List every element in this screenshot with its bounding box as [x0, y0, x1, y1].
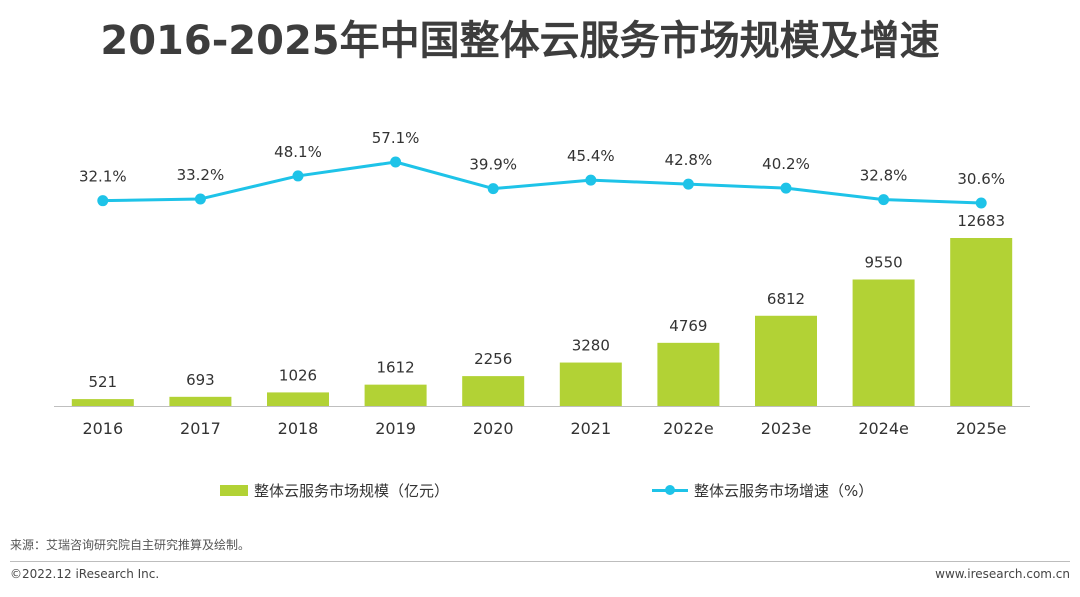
- bar-2025e: [950, 238, 1013, 406]
- bar-2017: [169, 396, 232, 406]
- x-tick-label-2025e: 2025e: [956, 419, 1007, 438]
- x-tick-label-2024e: 2024e: [858, 419, 909, 438]
- bar-2024e: [852, 279, 915, 406]
- x-tick-label-2022e: 2022e: [663, 419, 714, 438]
- source-note: 来源：艾瑞咨询研究院自主研究推算及绘制。: [10, 538, 251, 552]
- legend-bar-swatch: [220, 484, 248, 496]
- bar-value-label-2017: 693: [186, 371, 215, 389]
- chart-canvas: 521 2016 693 2017 1026 2018 1612 2019 2256 2020 32…: [54, 129, 1030, 438]
- bar-2021: [559, 362, 622, 406]
- x-tick-label-2017: 2017: [180, 419, 221, 438]
- growth-rate-label-2022e: 42.8%: [665, 151, 713, 169]
- copyright: ©2022.12 iResearch Inc.: [10, 567, 160, 581]
- legend-item-market-size: 整体云服务市场规模（亿元）: [220, 478, 449, 502]
- bar-value-label-2018: 1026: [279, 366, 317, 384]
- x-tick-label-2016: 2016: [82, 419, 123, 438]
- bar-value-label-2025e: 12683: [957, 212, 1005, 230]
- growth-rate-label-2025e: 30.6%: [957, 170, 1005, 188]
- bar-value-label-2019: 1612: [377, 359, 415, 377]
- growth-rate-label-2024e: 32.8%: [860, 167, 908, 185]
- bar-2019: [364, 384, 427, 406]
- bar-2022e: [657, 342, 720, 406]
- website-url: www.iresearch.com.cn: [935, 567, 1070, 581]
- growth-rate-label-2023e: 40.2%: [762, 155, 810, 173]
- x-tick-label-2018: 2018: [278, 419, 319, 438]
- x-tick-label-2019: 2019: [375, 419, 416, 438]
- bar-value-label-2024e: 9550: [865, 253, 903, 271]
- growth-rate-point-2016: [97, 195, 109, 207]
- bar-2020: [462, 376, 525, 406]
- growth-rate-point-2024e: [878, 194, 890, 206]
- footer-divider: [10, 561, 1070, 562]
- bar-value-label-2023e: 6812: [767, 290, 805, 308]
- bar-value-label-2022e: 4769: [669, 317, 707, 335]
- bar-value-label-2016: 521: [88, 373, 117, 391]
- growth-rate-point-2023e: [780, 182, 792, 194]
- growth-rate-point-2017: [194, 193, 206, 205]
- bar-value-label-2020: 2256: [474, 350, 512, 368]
- growth-rate-point-2025e: [975, 197, 987, 209]
- growth-rate-label-2020: 39.9%: [469, 156, 517, 174]
- bar-2016: [71, 399, 134, 406]
- x-tick-label-2020: 2020: [473, 419, 514, 438]
- growth-rate-point-2022e: [682, 178, 694, 190]
- x-tick-label-2021: 2021: [570, 419, 611, 438]
- growth-rate-label-2019: 57.1%: [372, 129, 420, 147]
- bar-2018: [267, 392, 329, 406]
- legend-bar-label: 整体云服务市场规模（亿元）: [254, 481, 450, 500]
- chart-title: 2016-2025年中国整体云服务市场规模及增速: [100, 18, 940, 64]
- x-tick-label-2023e: 2023e: [761, 419, 812, 438]
- legend-item-growth-rate: 整体云服务市场增速（%）: [652, 478, 873, 502]
- growth-rate-point-2021: [585, 174, 597, 186]
- bar-2023e: [755, 315, 817, 406]
- growth-rate-label-2018: 48.1%: [274, 143, 322, 161]
- growth-rate-point-2019: [390, 156, 402, 168]
- growth-rate-line: [102, 160, 982, 205]
- growth-rate-label-2021: 45.4%: [567, 147, 615, 165]
- growth-rate-point-2020: [487, 183, 499, 195]
- growth-rate-label-2017: 33.2%: [177, 166, 225, 184]
- growth-rate-point-2018: [292, 170, 304, 182]
- legend-line-swatch: [652, 484, 688, 496]
- bar-value-label-2021: 3280: [572, 337, 610, 355]
- growth-rate-label-2016: 32.1%: [79, 168, 127, 186]
- legend-line-label: 整体云服务市场增速（%）: [694, 481, 874, 500]
